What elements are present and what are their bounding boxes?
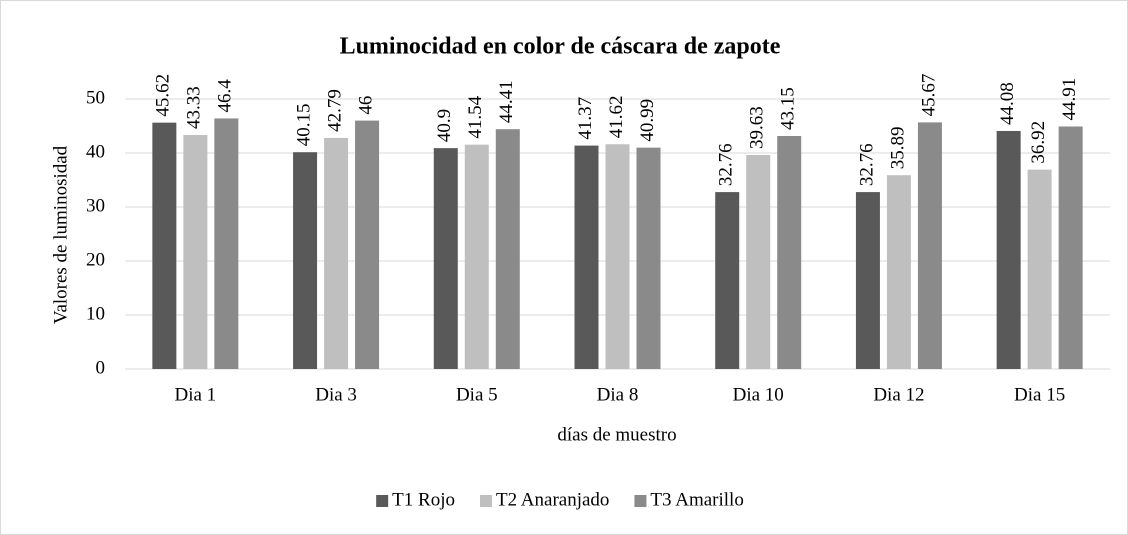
data-label: 44.41: [496, 80, 517, 123]
bar: [1027, 169, 1052, 369]
data-label: 35.89: [887, 126, 908, 169]
x-tick-label: Dia 3: [315, 384, 357, 405]
bar: [886, 175, 911, 369]
bar: [355, 120, 380, 369]
legend-swatch: [376, 495, 389, 507]
bar: [917, 122, 942, 369]
data-label: 36.92: [1028, 121, 1049, 164]
bar: [495, 129, 520, 369]
bar: [464, 144, 489, 369]
y-tick-label: 10: [86, 303, 105, 324]
data-label: 43.15: [778, 87, 799, 130]
data-label: 40.99: [637, 99, 658, 142]
bar: [1058, 126, 1083, 370]
data-label: 40.15: [293, 103, 314, 146]
legend-label: T2 Anaranjado: [496, 489, 609, 510]
data-label: 40.9: [434, 109, 455, 142]
bar: [715, 192, 740, 369]
y-tick-label: 30: [86, 195, 105, 216]
data-label: 44.91: [1059, 78, 1080, 121]
data-label: 43.33: [184, 86, 205, 129]
x-tick-label: Dia 5: [456, 384, 498, 405]
y-tick-label: 0: [96, 357, 106, 378]
y-tick-label: 20: [86, 249, 105, 270]
legend-swatch: [479, 495, 492, 507]
bar: [183, 135, 208, 369]
bar: [636, 147, 661, 369]
data-label: 41.54: [465, 95, 486, 138]
data-label: 45.62: [153, 74, 174, 117]
y-tick-label: 40: [86, 141, 105, 162]
bar: [777, 135, 802, 369]
data-label: 44.08: [997, 82, 1018, 125]
bar: [855, 192, 880, 369]
bar: [605, 144, 630, 369]
legend-label: T1 Rojo: [392, 489, 455, 510]
x-tick-label: Dia 15: [1014, 384, 1065, 405]
x-tick-label: Dia 12: [873, 384, 924, 405]
bar: [996, 130, 1021, 369]
bar: [214, 118, 239, 369]
data-label: 32.76: [716, 143, 737, 186]
bar: [324, 137, 349, 369]
bar: [152, 122, 177, 369]
x-tick-label: Dia 1: [175, 384, 217, 405]
bar: [574, 145, 599, 369]
data-label: 46.4: [215, 79, 236, 113]
y-axis-label: Valores de luminosidad: [50, 145, 71, 324]
data-label: 39.63: [747, 106, 768, 149]
data-label: 41.37: [575, 97, 596, 140]
legend-label: T3 Amarillo: [650, 489, 743, 510]
x-tick-label: Dia 10: [733, 384, 784, 405]
data-label: 45.67: [918, 74, 939, 117]
data-label: 41.62: [606, 96, 627, 139]
bar: [293, 152, 318, 369]
x-tick-label: Dia 8: [597, 384, 639, 405]
data-label: 46: [355, 96, 376, 115]
data-label: 42.79: [324, 89, 345, 132]
legend-swatch: [634, 495, 647, 507]
bar: [746, 154, 771, 369]
x-axis-label: días de muestro: [557, 424, 676, 445]
data-label: 32.76: [856, 143, 877, 186]
y-tick-label: 50: [86, 87, 105, 108]
bar: [433, 148, 458, 369]
chart-title: Luminocidad en color de cáscara de zapot…: [340, 34, 781, 60]
